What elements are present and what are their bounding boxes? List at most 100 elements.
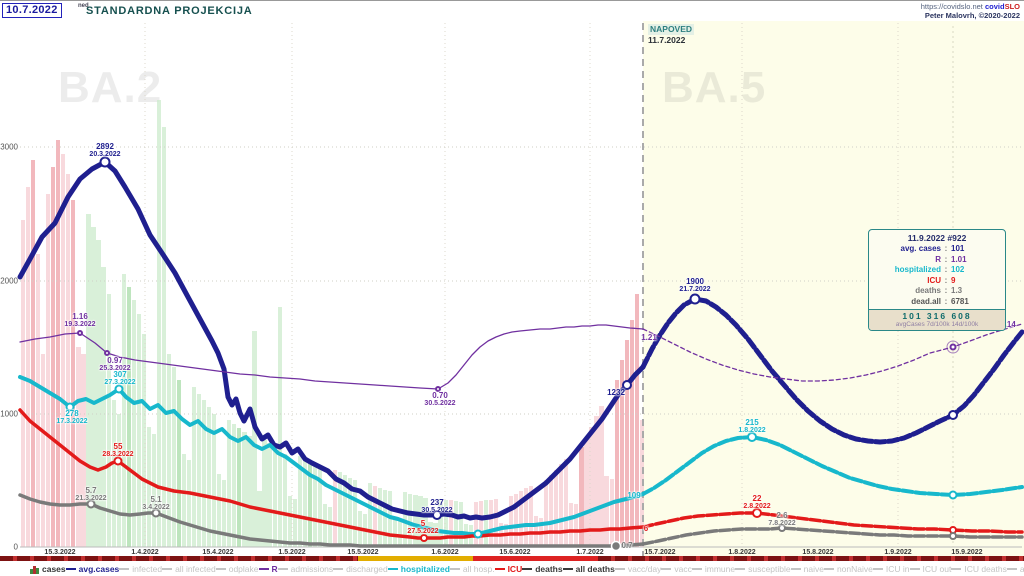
legend-item-infected[interactable]: infected bbox=[119, 564, 162, 574]
series-marker-ring bbox=[946, 340, 960, 354]
legend-item-icu[interactable]: ICU bbox=[494, 564, 522, 574]
deaths-history-line bbox=[18, 493, 645, 548]
info-row-label: hospitalized bbox=[894, 265, 941, 274]
daily-cases-bar bbox=[373, 485, 378, 547]
daily-cases-bar bbox=[428, 521, 433, 547]
measures-ribbon bbox=[0, 556, 1024, 561]
legend-item-all-hosp-[interactable]: all hosp. bbox=[449, 564, 495, 574]
legend-item-discharged[interactable]: discharged bbox=[333, 564, 388, 574]
series-marker bbox=[432, 510, 442, 520]
annotation-date: 28.3.2022 bbox=[102, 451, 134, 458]
series-marker bbox=[104, 350, 110, 356]
daily-cases-bar bbox=[96, 240, 101, 547]
legend-dash-icon bbox=[449, 567, 460, 571]
annotation-value: 1900 bbox=[686, 277, 704, 286]
annotation-date: 21.7.2022 bbox=[679, 286, 711, 293]
daily-cases-bar bbox=[604, 476, 609, 547]
daily-cases-bar bbox=[368, 483, 373, 547]
legend-item-icu-deaths[interactable]: ICU deaths bbox=[951, 564, 1007, 574]
legend-item-icu-in[interactable]: ICU in bbox=[872, 564, 910, 574]
daily-cases-bar bbox=[297, 456, 302, 547]
legend-item-all-infected[interactable]: all infected bbox=[162, 564, 216, 574]
daily-cases-bar bbox=[579, 447, 584, 547]
annotation-value: 0.70 bbox=[432, 391, 448, 400]
legend-dash-icon bbox=[823, 567, 834, 571]
daily-cases-bar bbox=[408, 493, 413, 547]
legend-item-vacc[interactable]: vacc bbox=[661, 564, 692, 574]
daily-cases-bar bbox=[478, 501, 483, 547]
legend-item-nonnaive[interactable]: nonNaive bbox=[823, 564, 873, 574]
annotation-value: 0.97 bbox=[107, 356, 123, 365]
info-row-label: deaths bbox=[915, 286, 941, 295]
legend-item-label: ICU out bbox=[922, 564, 952, 574]
legend-item-label: ICU deaths bbox=[964, 564, 1007, 574]
info-row-hospitalized: hospitalized:102 bbox=[869, 265, 1005, 276]
annotation-date: 17.3.2022 bbox=[56, 418, 88, 425]
annotation-value: 2892 bbox=[96, 142, 114, 151]
daily-cases-bar bbox=[141, 333, 146, 547]
daily-cases-bar bbox=[398, 519, 403, 547]
daily-cases-bar bbox=[347, 477, 353, 547]
annotation-value: 109 bbox=[627, 491, 641, 500]
legend-item-avg-cases[interactable]: avg.cases bbox=[65, 564, 119, 574]
daily-cases-bar bbox=[473, 501, 478, 547]
daily-cases-bar bbox=[267, 443, 272, 547]
legend-item-deaths[interactable]: deaths bbox=[522, 564, 563, 574]
legend-item-naive[interactable]: naive bbox=[790, 564, 824, 574]
cases-bars-icon bbox=[30, 565, 39, 574]
annotation-value: 2.6 bbox=[776, 511, 788, 520]
info-row-value: 1.3 bbox=[951, 286, 963, 295]
legend-item-label: all ICU bbox=[1020, 564, 1024, 574]
legend-item-icu-out[interactable]: ICU out bbox=[909, 564, 952, 574]
daily-cases-bar bbox=[272, 445, 277, 547]
annotation-date: 30.5.2022 bbox=[421, 507, 453, 514]
legend-item-label: vacc/day bbox=[627, 564, 662, 574]
legend-dash-icon bbox=[65, 567, 76, 571]
legend-dash-icon bbox=[258, 567, 269, 571]
legend-dash-icon bbox=[119, 567, 130, 571]
data-annotation: 1.14 bbox=[1000, 321, 1016, 329]
daily-cases-bar bbox=[544, 480, 549, 547]
legend-item-hospitalized[interactable]: hospitalized bbox=[387, 564, 450, 574]
info-row-value: 101 bbox=[951, 244, 965, 253]
daily-cases-bar bbox=[156, 100, 161, 547]
variant-watermark-ba5: BA.5 bbox=[662, 63, 767, 112]
series-marker bbox=[77, 330, 83, 336]
daily-cases-bar bbox=[106, 293, 111, 547]
legend-item-all-deaths[interactable]: all deaths bbox=[562, 564, 615, 574]
legend-item-vacc-day[interactable]: vacc/day bbox=[614, 564, 662, 574]
legend-item-admissions[interactable]: admissions bbox=[277, 564, 333, 574]
daily-cases-bar bbox=[232, 424, 237, 547]
series-marker bbox=[473, 529, 483, 539]
daily-cases-bar bbox=[629, 320, 634, 547]
annotation-value: 5 bbox=[420, 519, 426, 528]
daily-cases-bar bbox=[292, 499, 297, 547]
daily-cases-bar bbox=[639, 420, 644, 547]
legend-dash-icon bbox=[277, 567, 288, 571]
legend-item-label: all hosp. bbox=[462, 564, 495, 574]
info-box-footer: 101 316 608 avgCases 7d/100k 14d/100k bbox=[869, 309, 1005, 330]
daily-cases-bar bbox=[171, 367, 177, 547]
legend-item-all-icu[interactable]: all ICU bbox=[1006, 564, 1024, 574]
daily-cases-bar bbox=[46, 193, 51, 547]
site-link[interactable]: https://covidslo.net covidSLO bbox=[921, 2, 1020, 11]
series-marker bbox=[949, 532, 957, 540]
annotation-date: 30.5.2022 bbox=[424, 400, 456, 407]
annotation-date: 1.8.2022 bbox=[738, 427, 766, 434]
legend-item-odplake[interactable]: odplake bbox=[215, 564, 259, 574]
hospitalized-history-line bbox=[18, 375, 645, 536]
daily-cases-bar bbox=[277, 307, 282, 547]
legend-item-label: naive bbox=[803, 564, 824, 574]
daily-cases-bar bbox=[207, 407, 212, 547]
legend-item-cases[interactable]: cases bbox=[30, 564, 66, 574]
annotation-date: 25.3.2022 bbox=[99, 365, 131, 372]
x-tick-label: 15.9.2022 bbox=[951, 549, 983, 556]
daily-cases-bar bbox=[51, 167, 56, 547]
site-url[interactable]: https://covidslo.net bbox=[920, 2, 983, 11]
legend-item-r[interactable]: R bbox=[258, 564, 278, 574]
info-row-dead-all: dead.all:6781 bbox=[869, 297, 1005, 308]
daily-cases-bar bbox=[66, 173, 71, 547]
legend-item-immune[interactable]: immune bbox=[691, 564, 735, 574]
legend-item-susceptible[interactable]: susceptible bbox=[735, 564, 791, 574]
